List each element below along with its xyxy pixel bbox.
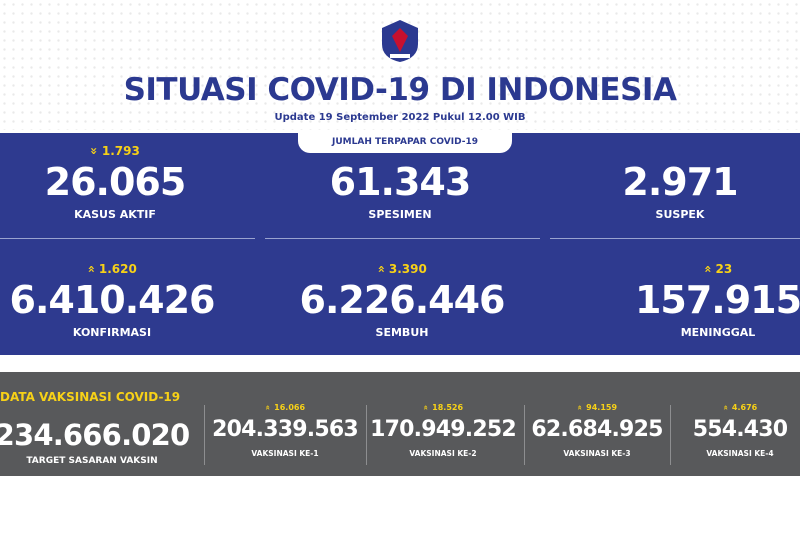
trend-icon: » — [700, 265, 715, 273]
trend-icon: » — [720, 404, 730, 411]
title: SITUASI COVID-19 DI INDONESIA — [123, 72, 677, 108]
change-value: 18.526 — [432, 403, 464, 412]
value: 2.971 — [622, 160, 738, 204]
value: 170.949.252 — [370, 417, 516, 442]
change-value: 1.793 — [101, 144, 140, 158]
change-value: 23 — [715, 262, 733, 276]
separator — [366, 405, 367, 465]
value: 26.065 — [44, 160, 187, 204]
exposure-panel — [0, 133, 800, 355]
divider — [265, 238, 540, 239]
trend-icon: » — [421, 404, 431, 411]
trend-icon: » — [263, 404, 273, 411]
label: SPESIMEN — [368, 208, 432, 221]
change: » 94.159 — [575, 403, 618, 412]
change-value: 3.390 — [388, 262, 427, 276]
change: » 4.676 — [720, 403, 758, 412]
label: VAKSINASI KE-4 — [706, 449, 774, 458]
label: VAKSINASI KE-3 — [563, 449, 631, 458]
value: 6.410.426 — [9, 278, 216, 322]
update-time: Update 19 September 2022 Pukul 12.00 WIB — [274, 112, 526, 123]
change-value: 94.159 — [586, 403, 618, 412]
label: SEMBUH — [375, 326, 429, 339]
change: »1.793 — [87, 144, 140, 158]
change: »1.620 — [84, 262, 137, 276]
value: 6.226.446 — [299, 278, 506, 322]
trend-icon: » — [575, 404, 585, 411]
vaccination-title: DATA VAKSINASI COVID-19 — [0, 390, 181, 404]
change-value: 16.066 — [274, 403, 306, 412]
label: KONFIRMASI — [72, 326, 152, 339]
separator — [204, 405, 205, 465]
change-value: 4.676 — [731, 403, 758, 412]
trend-icon: » — [374, 265, 389, 273]
label: VAKSINASI KE-2 — [409, 449, 477, 458]
trend-icon: » — [84, 265, 99, 273]
separator — [524, 405, 525, 465]
value: 61.343 — [329, 160, 472, 204]
separator — [670, 405, 671, 465]
value: 157.915 — [634, 278, 800, 322]
change: » 18.526 — [421, 403, 464, 412]
divider — [550, 238, 800, 239]
target-value: 234.666.020 — [0, 418, 190, 452]
label: MENINGGAL — [680, 326, 756, 339]
value: 62.684.925 — [531, 417, 663, 442]
vaccination-panel — [0, 372, 800, 476]
change: »23 — [700, 262, 733, 276]
logo — [382, 20, 418, 62]
trend-icon: » — [87, 147, 102, 155]
exposure-label: JUMLAH TERPAPAR COVID-19 — [298, 133, 512, 153]
label: KASUS AKTIF — [74, 208, 156, 221]
value: 554.430 — [692, 417, 788, 442]
target-label: TARGET SASARAN VAKSIN — [26, 456, 158, 466]
change-value: 1.620 — [98, 262, 137, 276]
change: » 16.066 — [263, 403, 306, 412]
change: »3.390 — [374, 262, 427, 276]
label: SUSPEK — [655, 208, 705, 221]
divider — [0, 238, 255, 239]
label: VAKSINASI KE-1 — [251, 449, 319, 458]
value: 204.339.563 — [212, 417, 358, 442]
